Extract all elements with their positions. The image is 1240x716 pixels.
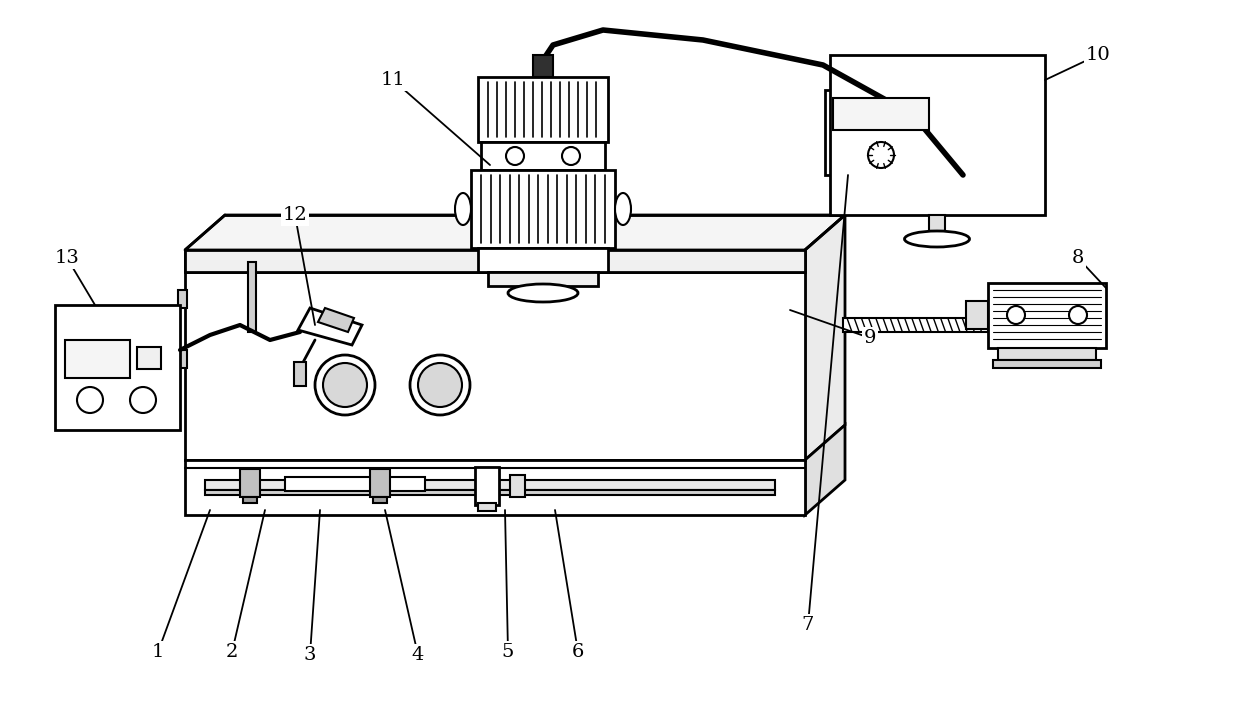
Circle shape <box>1069 306 1087 324</box>
Bar <box>477 248 608 272</box>
Bar <box>179 350 187 368</box>
Bar <box>998 348 1096 360</box>
Bar <box>370 469 391 497</box>
Bar <box>833 98 929 130</box>
Text: 2: 2 <box>226 643 238 661</box>
Bar <box>475 467 498 505</box>
Circle shape <box>315 355 374 415</box>
Text: 13: 13 <box>55 249 79 267</box>
Bar <box>373 497 387 503</box>
Text: 9: 9 <box>864 329 877 347</box>
Bar <box>929 215 945 231</box>
Bar <box>55 305 180 430</box>
Bar <box>185 460 805 515</box>
Bar <box>205 480 775 490</box>
Bar <box>243 497 257 503</box>
Bar <box>179 290 187 308</box>
Bar <box>294 362 306 386</box>
Bar <box>285 477 425 491</box>
Circle shape <box>410 355 470 415</box>
Text: 8: 8 <box>1071 249 1084 267</box>
Bar <box>185 250 805 460</box>
Bar <box>248 262 255 332</box>
Bar <box>510 475 525 497</box>
Bar <box>843 318 988 332</box>
Circle shape <box>322 363 367 407</box>
Text: 11: 11 <box>381 71 405 89</box>
Bar <box>471 170 615 248</box>
Bar <box>477 503 496 511</box>
Circle shape <box>418 363 463 407</box>
Bar <box>481 142 605 170</box>
Bar <box>825 90 937 175</box>
Bar <box>205 490 775 495</box>
Text: 5: 5 <box>502 643 515 661</box>
Bar <box>993 360 1101 368</box>
Bar <box>489 272 598 286</box>
Text: 12: 12 <box>283 206 308 224</box>
Circle shape <box>562 147 580 165</box>
Circle shape <box>77 387 103 413</box>
Text: 1: 1 <box>151 643 164 661</box>
Polygon shape <box>317 308 353 332</box>
Text: 3: 3 <box>304 646 316 664</box>
Text: 7: 7 <box>802 616 815 634</box>
Bar <box>533 55 553 77</box>
Polygon shape <box>805 215 844 460</box>
Ellipse shape <box>904 231 970 247</box>
Bar <box>241 469 260 497</box>
Bar <box>64 340 130 378</box>
Ellipse shape <box>508 284 578 302</box>
Ellipse shape <box>455 193 471 225</box>
Polygon shape <box>185 215 844 250</box>
Circle shape <box>1007 306 1025 324</box>
Ellipse shape <box>615 193 631 225</box>
Text: 4: 4 <box>412 646 424 664</box>
Text: 6: 6 <box>572 643 584 661</box>
Circle shape <box>868 142 894 168</box>
Bar <box>966 301 988 329</box>
Polygon shape <box>298 308 362 345</box>
Bar <box>136 347 161 369</box>
Circle shape <box>506 147 525 165</box>
Bar <box>477 77 608 142</box>
Polygon shape <box>805 425 844 515</box>
Bar <box>988 283 1106 348</box>
Circle shape <box>130 387 156 413</box>
Text: 10: 10 <box>1086 46 1110 64</box>
Bar <box>830 55 1045 215</box>
Bar <box>185 250 805 272</box>
